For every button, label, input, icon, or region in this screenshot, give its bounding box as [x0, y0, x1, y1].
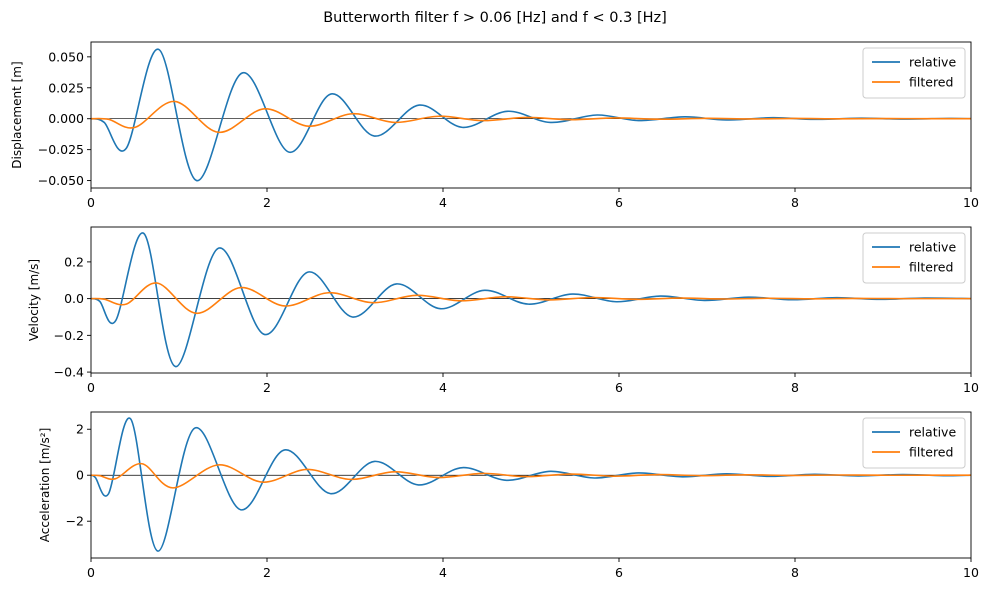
y-tick-label: 0.025: [48, 80, 84, 95]
legend-box: [862, 47, 966, 99]
subplot-1: 0 2 4 6 8 10 −0.050 −0.025 0.000 0.025 0.050 Displa…: [10, 41, 979, 210]
x-tick-label: 2: [263, 565, 271, 580]
y-tick-label: 0.2: [64, 254, 84, 269]
legend-label-relative: relative: [909, 55, 956, 70]
legend: relative filtered: [862, 417, 966, 469]
legend-label-filtered: filtered: [909, 75, 953, 90]
legend-label-filtered: filtered: [909, 260, 953, 275]
x-tick-label: 6: [615, 380, 623, 395]
legend-box: [862, 232, 966, 284]
x-tick-label: 8: [791, 195, 799, 210]
y-tick-label: 0.050: [48, 49, 84, 64]
x-tick-label: 8: [791, 380, 799, 395]
x-tick-label: 0: [87, 565, 95, 580]
series-line-relative: [91, 417, 971, 552]
subplots: 0 2 4 6 8 10−0.050−0.0250.0000.0250.050Displa…: [10, 41, 979, 580]
y-tick-label: −0.025: [38, 142, 84, 157]
legend-label-relative: relative: [909, 240, 956, 255]
y-tick-label: 0: [76, 468, 84, 483]
y-tick-label: 2: [76, 422, 84, 437]
y-tick-label: 0.000: [48, 111, 84, 126]
figure-title: Butterworth filter f > 0.06 [Hz] and f <…: [323, 10, 667, 26]
series-line-filtered: [91, 462, 971, 489]
x-tick-label: 2: [263, 195, 271, 210]
x-tick-label: 6: [615, 195, 623, 210]
legend-label-relative: relative: [909, 425, 956, 440]
x-tick-label: 0: [87, 195, 95, 210]
subplot-3: 0 2 4 6 8 10 −2 0 2 Acceleration [m/s²] relative fi…: [38, 411, 979, 580]
x-tick-label: 10: [963, 195, 979, 210]
x-tick-label: 8: [791, 565, 799, 580]
x-tick-label: 4: [439, 195, 447, 210]
series-line-relative: [91, 232, 971, 368]
axes-frame: [90, 41, 972, 189]
x-tick-label: 0: [87, 380, 95, 395]
y-axis-label: Acceleration [m/s²]: [38, 428, 52, 543]
y-tick-label: −2: [66, 514, 84, 529]
legend: relative filtered: [862, 232, 966, 284]
legend: relative filtered: [862, 47, 966, 99]
subplot-2: 0 2 4 6 8 10 −0.4 −0.2 0.0 0.2 Velocity [m/s] relat…: [27, 226, 979, 395]
legend-box: [862, 417, 966, 469]
y-axis-label: Displacement [m]: [10, 61, 24, 168]
series-line-filtered: [91, 100, 971, 134]
y-tick-label: −0.4: [54, 365, 84, 380]
axes-frame: [90, 411, 972, 559]
x-tick-label: 6: [615, 565, 623, 580]
series-line-filtered: [91, 282, 971, 315]
y-axis-label: Velocity [m/s]: [27, 259, 41, 341]
x-tick-label: 10: [963, 380, 979, 395]
axes-frame: [90, 226, 972, 374]
y-tick-label: −0.050: [38, 173, 84, 188]
legend-label-filtered: filtered: [909, 445, 953, 460]
x-tick-label: 4: [439, 380, 447, 395]
x-tick-label: 4: [439, 565, 447, 580]
y-tick-label: −0.2: [54, 328, 84, 343]
x-tick-label: 2: [263, 380, 271, 395]
y-tick-label: 0.0: [64, 291, 84, 306]
x-tick-label: 10: [963, 565, 979, 580]
